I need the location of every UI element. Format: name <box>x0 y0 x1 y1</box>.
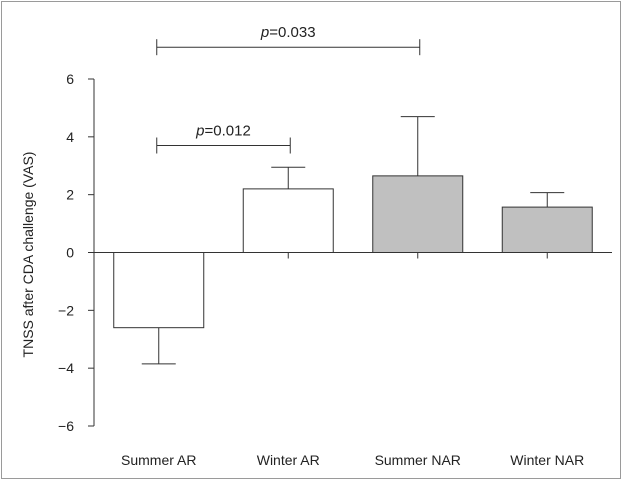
p-symbol: p <box>260 24 269 41</box>
x-tick-label: Winter AR <box>257 452 320 468</box>
y-axis-title: TNSS after CDA challenge (VAS) <box>20 152 36 358</box>
y-tick-label: 2 <box>66 187 74 203</box>
p-value-label: p=0.012 <box>195 123 251 140</box>
y-tick-label: 6 <box>66 71 74 87</box>
axes: −6 −4 −2 0 2 4 6 Summer AR Winter AR Summer NAR Wi… <box>58 71 612 468</box>
y-tick-label: −2 <box>58 302 74 318</box>
bars <box>113 175 593 329</box>
p-value: =0.012 <box>205 123 251 140</box>
p-symbol: p <box>195 123 204 140</box>
bar <box>242 188 334 253</box>
x-tick-label: Summer AR <box>121 452 196 468</box>
y-tick-label: −4 <box>58 360 74 376</box>
x-tick-label: Winter NAR <box>510 452 584 468</box>
bar <box>501 206 593 253</box>
y-tick-label: 4 <box>66 129 74 145</box>
x-tick-label: Summer NAR <box>375 452 461 468</box>
p-value: =0.033 <box>269 24 315 41</box>
bar <box>372 175 464 253</box>
p-value-label: p=0.033 <box>260 24 316 41</box>
bar <box>113 252 205 329</box>
y-tick-label: −6 <box>58 418 74 434</box>
error-bars <box>141 116 565 365</box>
y-tick-label: 0 <box>66 245 74 261</box>
